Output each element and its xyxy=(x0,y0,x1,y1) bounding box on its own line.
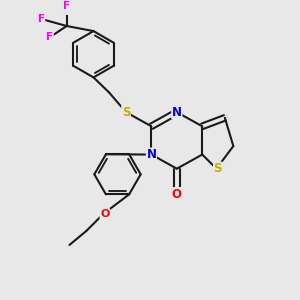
Text: F: F xyxy=(38,14,45,24)
Text: S: S xyxy=(122,106,130,119)
Text: O: O xyxy=(100,209,110,219)
Text: S: S xyxy=(214,162,222,175)
Text: F: F xyxy=(63,1,70,11)
Text: N: N xyxy=(146,148,156,161)
Text: O: O xyxy=(172,188,182,201)
Text: F: F xyxy=(46,32,53,42)
Text: N: N xyxy=(172,106,182,119)
